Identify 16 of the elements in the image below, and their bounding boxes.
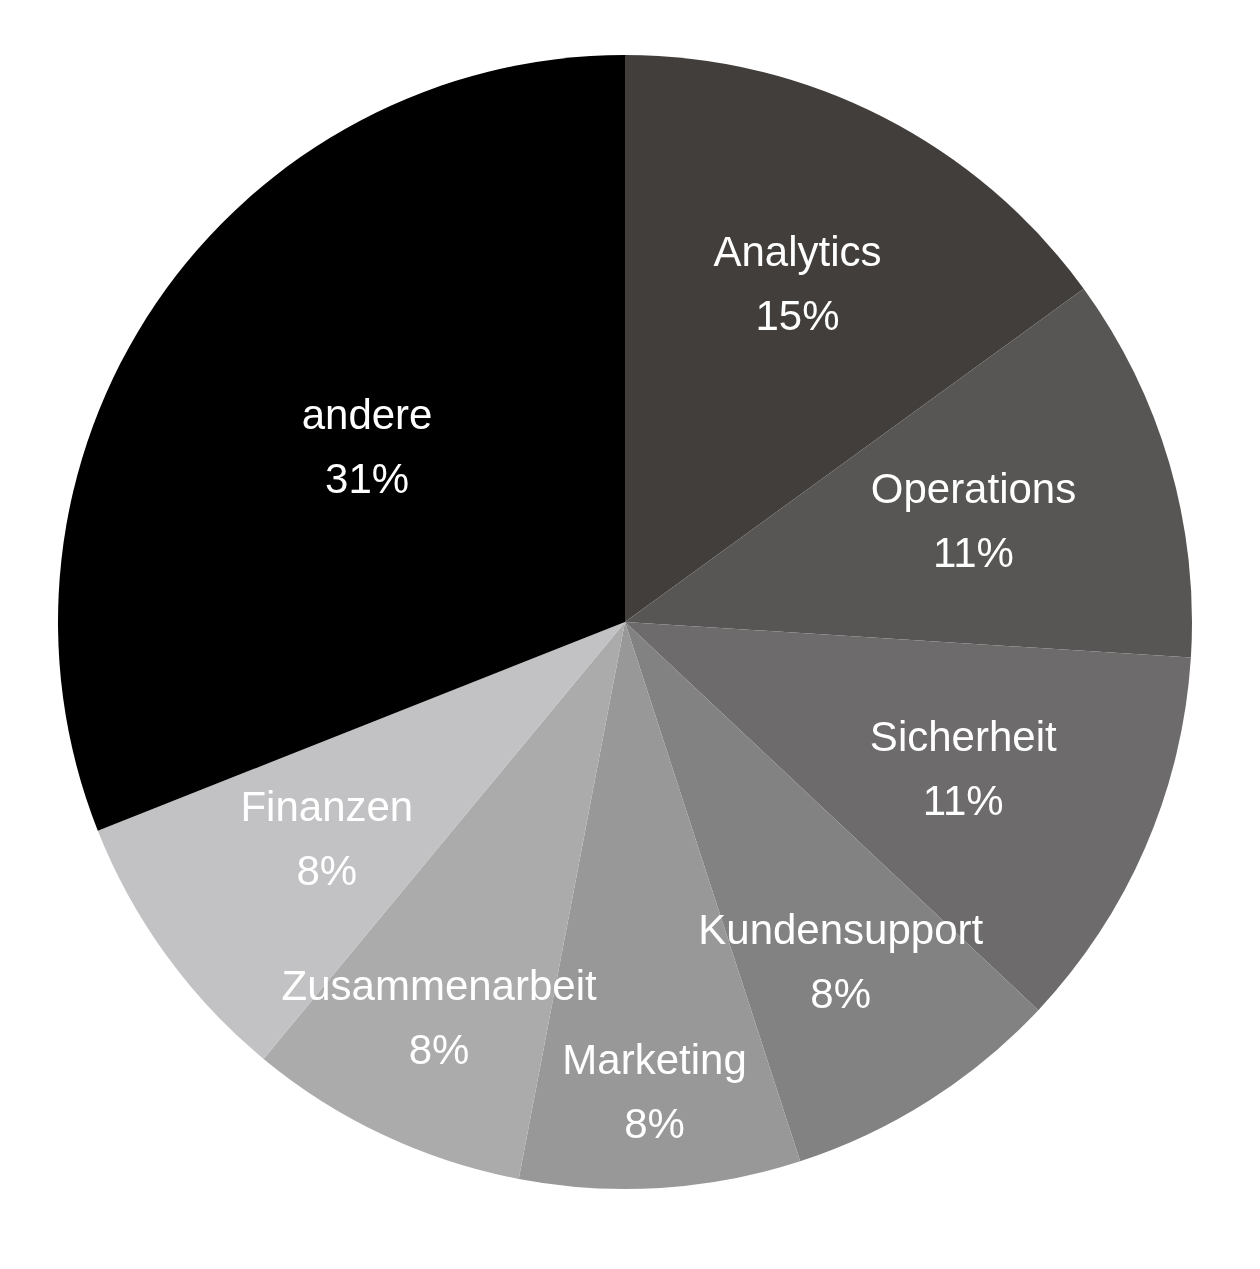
data-label: 8% bbox=[624, 1100, 685, 1148]
slice-label: Analytics bbox=[713, 228, 882, 276]
slice-label: Kundensupport bbox=[698, 906, 984, 954]
slice-label: Operations bbox=[870, 465, 1077, 513]
data-label: 15% bbox=[755, 292, 840, 340]
slice-label: Finanzen bbox=[240, 783, 414, 831]
slice-label: andere bbox=[301, 391, 433, 439]
data-label: 11% bbox=[932, 529, 1014, 577]
data-label: 8% bbox=[408, 1025, 470, 1073]
data-label: 11% bbox=[922, 776, 1004, 824]
slice-label: Marketing bbox=[562, 1036, 747, 1084]
data-label: 8% bbox=[810, 970, 872, 1018]
slice-label: Zusammenarbeit bbox=[281, 961, 597, 1009]
data-label: 8% bbox=[296, 847, 358, 895]
slice-label: Sicherheit bbox=[869, 712, 1057, 760]
data-label: 31% bbox=[325, 455, 410, 503]
